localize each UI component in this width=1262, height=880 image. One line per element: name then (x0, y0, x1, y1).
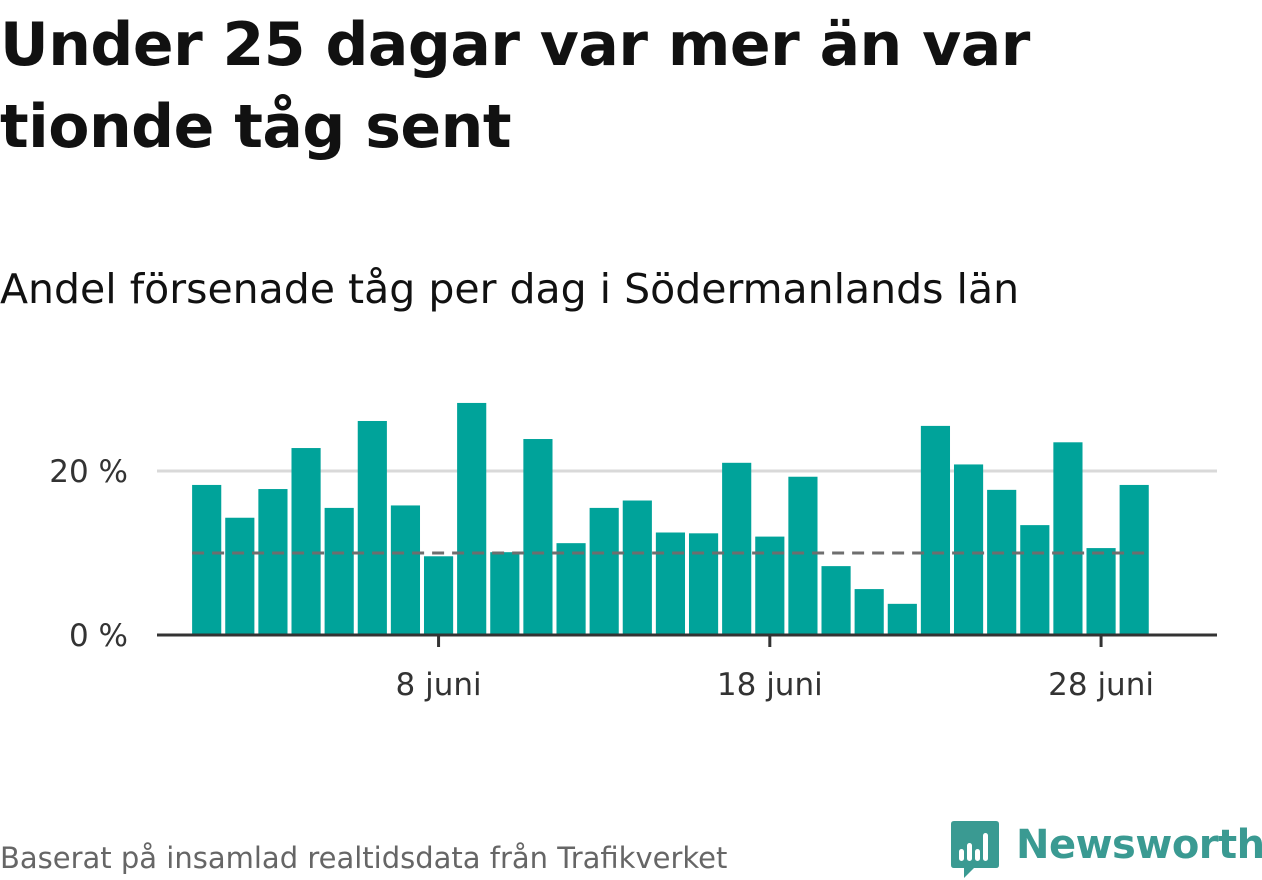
bar-day-24 (953, 464, 984, 635)
bar-day-19 (788, 476, 818, 635)
y-tick-label: 20 % (49, 454, 128, 490)
bar-day-26 (1020, 525, 1050, 635)
bar-day-11 (523, 439, 553, 635)
bar-day-29 (1119, 484, 1149, 635)
newsworthy-logo: Newsworthy (950, 818, 1262, 880)
bar-day-3 (258, 489, 288, 635)
bar-chart: 0 % 20 % 8 juni 18 juni 28 juni (49, 402, 1217, 703)
bar-day-8 (423, 556, 454, 635)
bar-day-7 (390, 505, 421, 635)
bar-day-13 (589, 507, 619, 635)
bar-day-18 (755, 536, 785, 635)
logo-text: Newsworthy (1016, 822, 1262, 868)
bar-day-5 (324, 507, 354, 635)
x-tick-label: 28 juni (1048, 667, 1154, 703)
bar-day-17 (722, 462, 752, 635)
source-note: Baserat på insamlad realtidsdata från Tr… (0, 841, 728, 875)
bar-day-23 (920, 425, 951, 635)
x-tick-label: 18 juni (717, 667, 823, 703)
bar-day-10 (490, 552, 520, 635)
bar-day-25 (987, 489, 1017, 635)
bar-day-20 (821, 566, 851, 635)
bar-day-9 (457, 402, 487, 635)
bar-day-6 (357, 420, 387, 635)
bar-day-16 (688, 533, 719, 635)
bars (192, 402, 1149, 635)
logo-chart-icon (951, 821, 999, 878)
bar-day-22 (887, 603, 917, 635)
bar-day-1 (192, 484, 222, 635)
y-tick-label: 0 % (69, 618, 128, 654)
chart-title: Under 25 dagar var mer än var tionde tåg… (0, 10, 1030, 162)
chart-subtitle: Andel försenade tåg per dag i Södermanla… (0, 265, 1020, 313)
bar-day-28 (1086, 548, 1116, 635)
bar-day-14 (622, 500, 652, 635)
bar-day-21 (854, 589, 884, 635)
bar-day-4 (291, 448, 321, 635)
x-tick-label: 8 juni (396, 667, 482, 703)
bar-day-12 (556, 543, 586, 635)
x-tick-labels: 8 juni 18 juni 28 juni (396, 667, 1154, 703)
y-tick-labels: 0 % 20 % (49, 454, 128, 654)
bar-day-15 (655, 532, 686, 635)
x-axis (157, 633, 1217, 647)
bar-day-27 (1053, 442, 1083, 635)
bar-day-2 (225, 517, 255, 635)
